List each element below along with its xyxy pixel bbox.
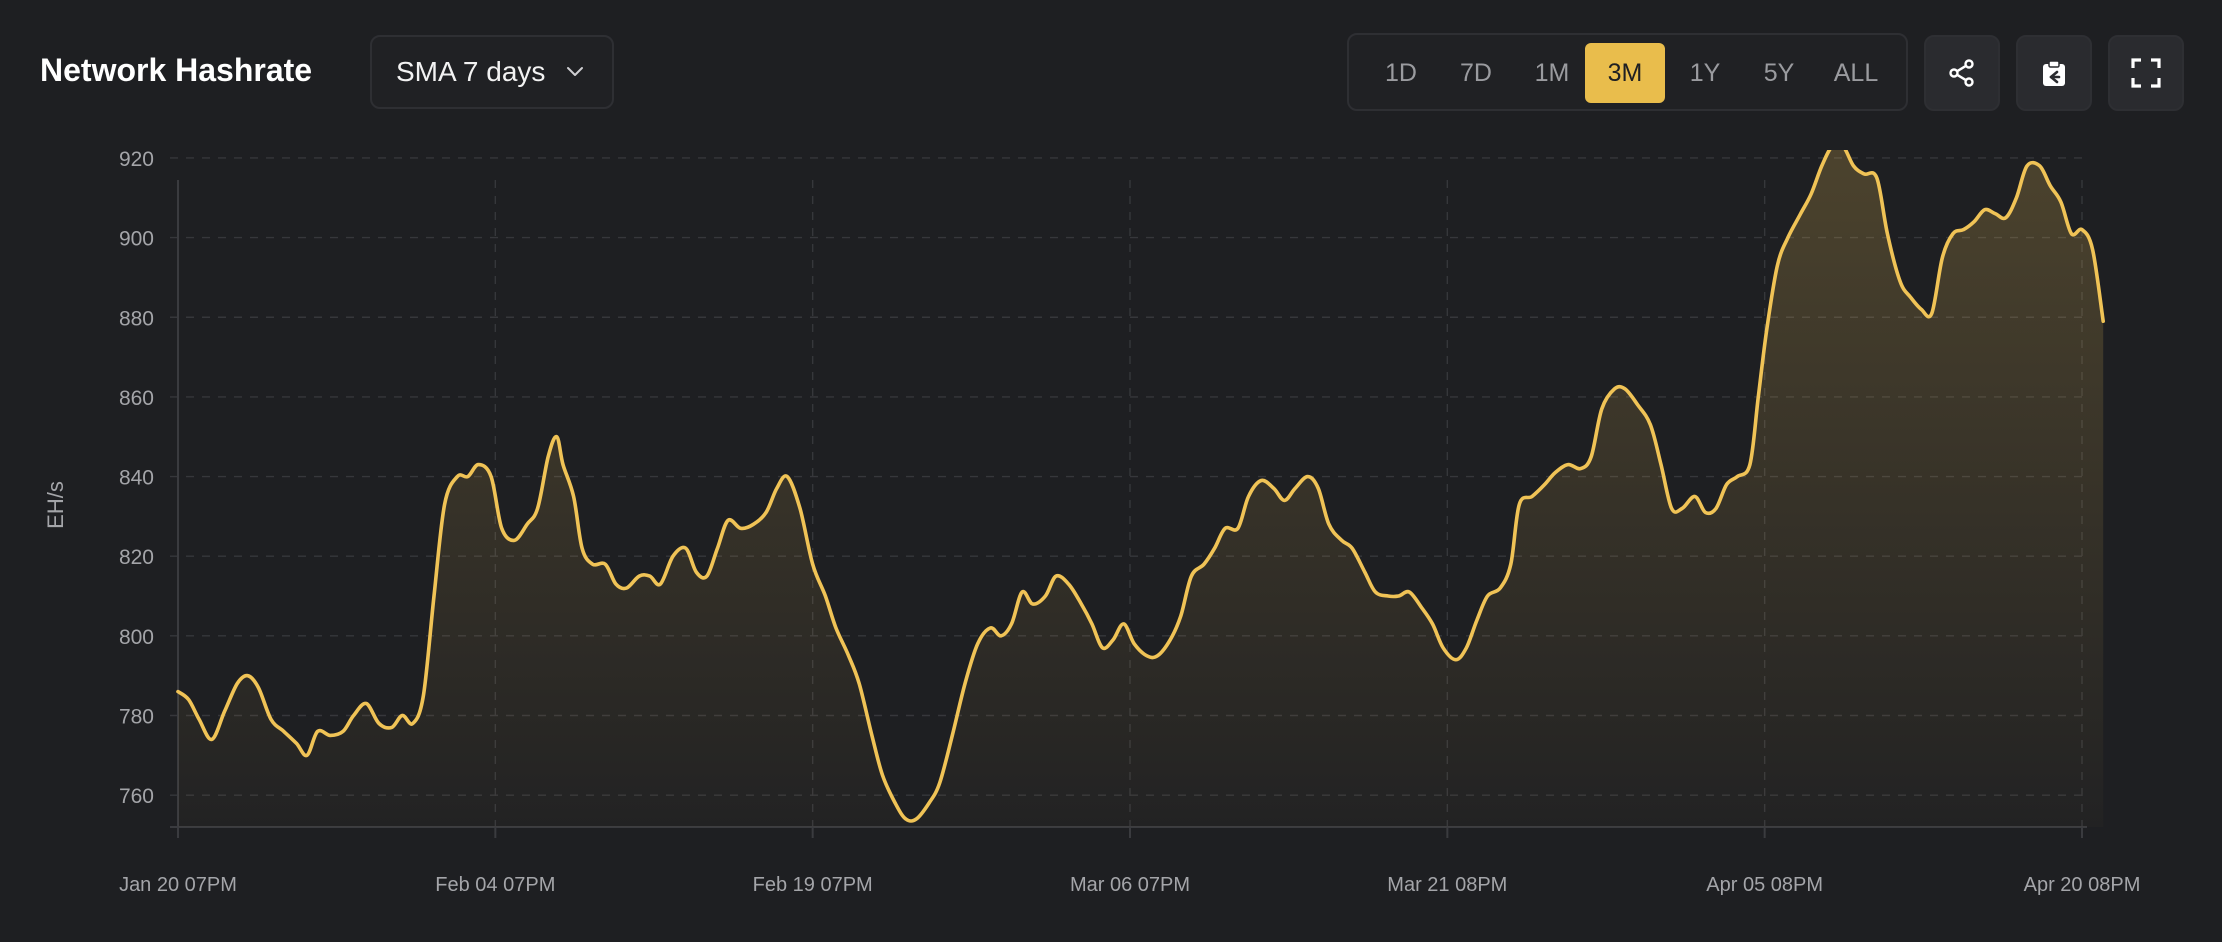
y-tick-label: 860 xyxy=(119,387,154,410)
area-fill xyxy=(178,150,2104,827)
time-range-selector: 1D 7D 1M 3M 1Y 5Y ALL xyxy=(1347,33,1908,111)
hashrate-chart: 760 780 800 820 840 860 880 900 920 Jan 20 07PM F… xyxy=(43,150,2140,896)
fullscreen-icon xyxy=(2131,58,2161,88)
x-tick-label: Jan 20 07PM xyxy=(119,874,237,896)
y-tick-label: 800 xyxy=(119,626,154,649)
range-all-button[interactable]: ALL xyxy=(1833,58,1879,87)
moving-average-select[interactable]: SMA 7 days xyxy=(370,35,614,109)
y-axis-label: EH/s xyxy=(43,481,68,529)
x-tick-label: Mar 21 08PM xyxy=(1387,874,1507,896)
range-3m-button[interactable]: 3M xyxy=(1585,43,1665,103)
x-tick-label: Apr 05 08PM xyxy=(1706,874,1823,896)
y-axis-ticks: 760 780 800 820 840 860 880 900 920 xyxy=(119,150,154,808)
y-tick-label: 760 xyxy=(119,785,154,808)
range-1m-button[interactable]: 1M xyxy=(1534,58,1570,87)
x-tick-label: Feb 19 07PM xyxy=(753,874,873,896)
copy-button[interactable] xyxy=(2016,35,2092,111)
share-button[interactable] xyxy=(1924,35,2000,111)
series-area xyxy=(178,150,2104,827)
chevron-down-icon xyxy=(567,67,583,76)
y-tick-label: 840 xyxy=(119,467,154,490)
page-title: Network Hashrate xyxy=(40,52,313,88)
series-path xyxy=(176,150,2105,823)
range-7d-button[interactable]: 7D xyxy=(1460,58,1492,87)
chart-header: Network Hashrate SMA 7 days 1D 7D 1M 3M … xyxy=(0,0,2222,150)
clipboard-icon xyxy=(2043,60,2065,86)
x-axis-ticks: Jan 20 07PM Feb 04 07PM Feb 19 07PM Mar 06 … xyxy=(119,874,2140,896)
x-tick-label: Feb 04 07PM xyxy=(435,874,555,896)
range-5y-button[interactable]: 5Y xyxy=(1763,58,1795,87)
y-tick-label: 900 xyxy=(119,228,154,251)
x-tick-label: Mar 06 07PM xyxy=(1070,874,1190,896)
fullscreen-button[interactable] xyxy=(2108,35,2184,111)
select-value: SMA 7 days xyxy=(396,56,546,87)
y-tick-label: 880 xyxy=(119,307,154,330)
range-1d-button[interactable]: 1D xyxy=(1385,58,1417,87)
y-tick-label: 820 xyxy=(119,546,154,569)
range-1y-button[interactable]: 1Y xyxy=(1689,58,1721,87)
series-line xyxy=(176,150,2105,823)
y-tick-label: 780 xyxy=(119,705,154,728)
x-tick-label: Apr 20 08PM xyxy=(2024,874,2141,896)
share-icon xyxy=(1949,59,1974,87)
y-tick-label: 920 xyxy=(119,150,154,171)
